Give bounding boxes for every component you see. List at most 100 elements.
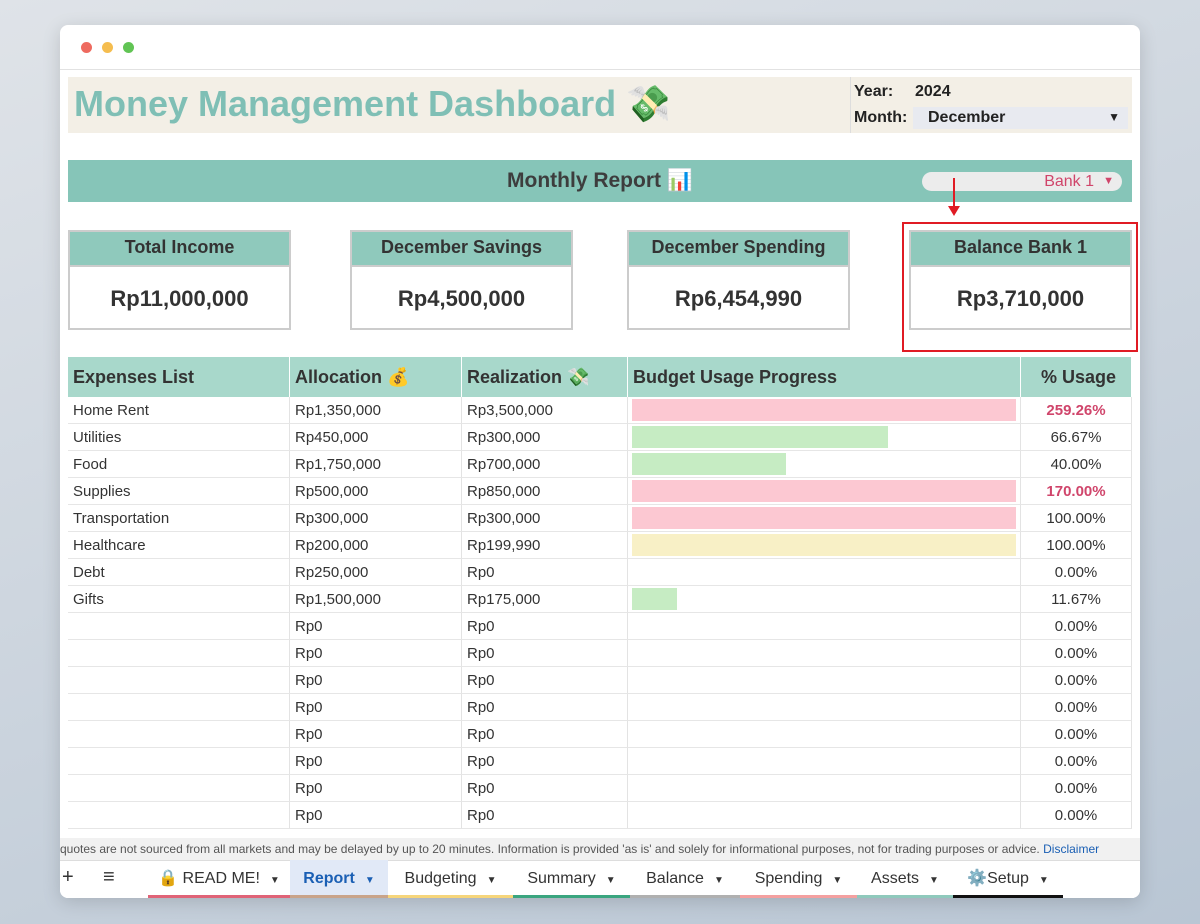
progress-track: [632, 480, 1016, 502]
usage-cell: 0.00%: [1021, 802, 1132, 829]
usage-cell: 0.00%: [1021, 694, 1132, 721]
table-cell: Rp0: [462, 613, 628, 640]
progress-cell: [628, 802, 1021, 829]
sheet-tab[interactable]: Balance ▼: [630, 860, 740, 898]
usage-cell: 259.26%: [1021, 397, 1132, 424]
divider: [850, 77, 851, 133]
table-cell: Rp0: [462, 775, 628, 802]
dropdown-arrow: ▼: [1108, 110, 1120, 124]
add-sheet-button[interactable]: +: [62, 866, 74, 888]
table-cell: [68, 748, 290, 775]
progress-bar: [632, 534, 1016, 556]
window: Money Management Dashboard 💸 Year: 2024 …: [60, 25, 1140, 898]
usage-cell: 0.00%: [1021, 721, 1132, 748]
table-cell: Rp1,750,000: [290, 451, 462, 478]
sheet-tab[interactable]: Budgeting ▼: [388, 860, 513, 898]
tab-label: Budgeting: [404, 870, 477, 887]
table-cell: Rp0: [290, 721, 462, 748]
progress-bar: [632, 588, 677, 610]
table-cell: [68, 802, 290, 829]
tab-arrow: ▼: [1038, 875, 1049, 886]
progress-track: [632, 507, 1016, 529]
card-value: Rp11,000,000: [110, 286, 249, 311]
card-value: Rp4,500,000: [397, 286, 526, 311]
table-cell: Utilities: [68, 424, 290, 451]
arrow-head: [948, 206, 960, 216]
progress-track: [632, 426, 1016, 448]
sheet-tab[interactable]: Assets ▼: [857, 860, 953, 898]
progress-track: [632, 399, 1016, 421]
bank-dropdown[interactable]: Bank 1 ▼: [922, 172, 1122, 191]
table-cell: Rp300,000: [462, 424, 628, 451]
usage-cell: 0.00%: [1021, 559, 1132, 586]
tab-label: Assets: [871, 870, 920, 887]
progress-cell: [628, 586, 1021, 613]
progress-bar: [632, 453, 786, 475]
usage-cell: 100.00%: [1021, 532, 1132, 559]
column-header: Expenses List: [68, 357, 290, 397]
sheet-tab[interactable]: ⚙️Setup ▼: [953, 860, 1063, 898]
progress-cell: [628, 721, 1021, 748]
usage-cell: 66.67%: [1021, 424, 1132, 451]
progress-track: [632, 588, 1016, 610]
progress-cell: [628, 451, 1021, 478]
table-cell: Supplies: [68, 478, 290, 505]
table-cell: [68, 667, 290, 694]
maximize-button[interactable]: [123, 42, 134, 53]
usage-cell: 170.00%: [1021, 478, 1132, 505]
bank-value: Bank 1: [1044, 173, 1094, 190]
usage-cell: 0.00%: [1021, 613, 1132, 640]
table-cell: Rp0: [462, 721, 628, 748]
column-header: Budget Usage Progress: [628, 357, 1021, 397]
tab-label: Balance: [646, 870, 704, 887]
sheet-tab[interactable]: 🔒 READ ME! ▼: [148, 860, 290, 898]
progress-cell: [628, 505, 1021, 532]
table-cell: Rp0: [290, 748, 462, 775]
card-label: Total Income: [70, 232, 289, 267]
report-title: Monthly Report 📊: [507, 169, 693, 192]
usage-cell: 0.00%: [1021, 640, 1132, 667]
table-cell: Rp0: [290, 613, 462, 640]
table-cell: Rp700,000: [462, 451, 628, 478]
usage-cell: 0.00%: [1021, 667, 1132, 694]
dropdown-arrow: ▼: [1103, 175, 1114, 187]
header-band: Money Management Dashboard 💸 Year: 2024 …: [68, 77, 1132, 133]
table-cell: Rp199,990: [462, 532, 628, 559]
table-cell: Rp0: [462, 640, 628, 667]
notice-bar: quotes are not sourced from all markets …: [60, 838, 1140, 860]
table-cell: Home Rent: [68, 397, 290, 424]
sheet-tab[interactable]: Report ▼: [290, 860, 388, 898]
progress-cell: [628, 640, 1021, 667]
tab-bar: [60, 860, 1140, 898]
tab-label: Summary: [527, 870, 596, 887]
sheet-tab[interactable]: Summary ▼: [513, 860, 630, 898]
progress-track: [632, 534, 1016, 556]
highlight-box: [902, 222, 1138, 352]
table-cell: Rp0: [290, 775, 462, 802]
tab-arrow: ▼: [832, 875, 843, 886]
table-cell: Rp1,350,000: [290, 397, 462, 424]
card-label: December Spending: [629, 232, 848, 267]
tab-arrow: ▼: [269, 875, 280, 886]
card-label: Balance Bank 1: [911, 232, 1130, 267]
table-cell: Rp0: [462, 748, 628, 775]
progress-cell: [628, 748, 1021, 775]
disclaimer-link[interactable]: Disclaimer: [1043, 842, 1100, 856]
sheet-tab[interactable]: Spending ▼: [740, 860, 857, 898]
sheet-list-button[interactable]: ≡: [103, 866, 115, 888]
summary-card: December Savings Rp4,500,000: [350, 230, 573, 330]
column-header: Realization 💸: [462, 357, 628, 397]
progress-cell: [628, 775, 1021, 802]
close-button[interactable]: [81, 42, 92, 53]
table-cell: Rp0: [290, 667, 462, 694]
table-cell: Rp0: [462, 802, 628, 829]
card-value: Rp6,454,990: [674, 286, 803, 311]
table-cell: Rp0: [290, 802, 462, 829]
table-cell: Rp250,000: [290, 559, 462, 586]
table-cell: [68, 640, 290, 667]
progress-cell: [628, 613, 1021, 640]
progress-bar: [632, 507, 1016, 529]
minimize-button[interactable]: [102, 42, 113, 53]
month-dropdown[interactable]: December ▼: [913, 107, 1128, 129]
dashboard-title: Money Management Dashboard 💸: [74, 83, 671, 124]
